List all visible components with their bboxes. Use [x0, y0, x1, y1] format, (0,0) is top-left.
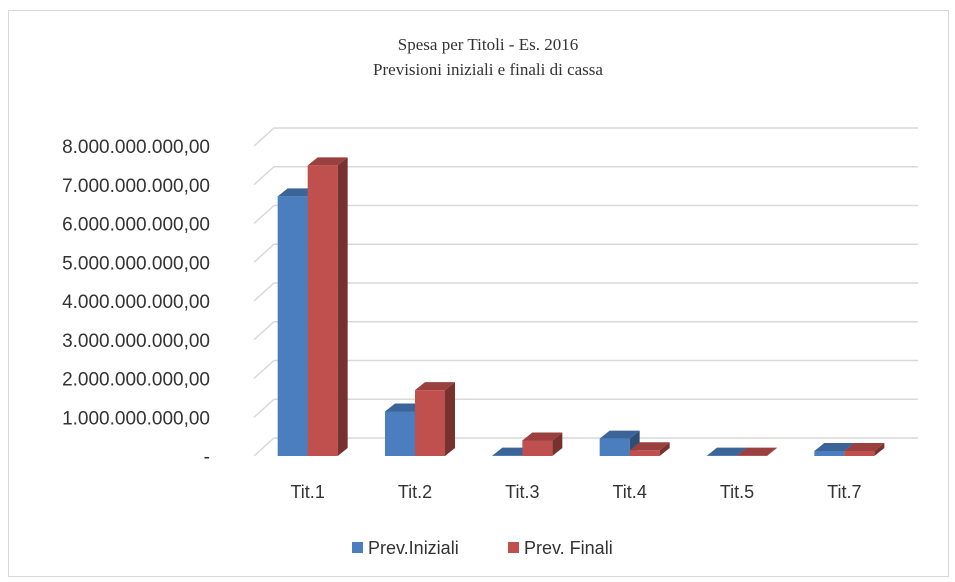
- bar-side: [874, 442, 885, 456]
- y-tick-label: 7.000.000.000,00: [62, 176, 210, 197]
- bar-top: [737, 447, 777, 456]
- chart-subtitle: Previsioni iniziali e finali di cassa: [373, 60, 603, 79]
- bar: [599, 438, 630, 456]
- bar: [844, 450, 875, 456]
- grid-line: [253, 398, 918, 418]
- bar-top: [844, 442, 885, 451]
- bar-side: [767, 447, 777, 456]
- bar-side: [445, 382, 455, 456]
- x-tick-label: Tit.3: [505, 482, 539, 502]
- bar-top: [307, 157, 348, 166]
- y-tick-label: 8.000.000.000,00: [62, 137, 210, 158]
- grid-line: [253, 166, 918, 186]
- bar-top: [814, 442, 855, 451]
- bar: [814, 450, 845, 456]
- chart-title: Spesa per Titoli - Es. 2016: [398, 35, 578, 54]
- y-tick-label: 6.000.000.000,00: [62, 215, 210, 236]
- grid-line: [253, 437, 918, 457]
- x-tick-label: Tit.4: [612, 482, 646, 502]
- x-tick-label: Tit.1: [290, 482, 324, 502]
- bar: [415, 390, 445, 456]
- bar: [277, 196, 308, 456]
- y-tick-label: 1.000.000.000,00: [62, 408, 210, 429]
- grid-line: [253, 359, 918, 380]
- x-tick-label: Tit.7: [827, 482, 861, 502]
- bar-top: [707, 447, 747, 456]
- grid-line: [253, 204, 918, 225]
- bar: [307, 165, 338, 456]
- chart-frame: [8, 10, 949, 577]
- y-tick-label: 2.000.000.000,00: [62, 370, 210, 391]
- bar-top: [522, 432, 563, 441]
- x-tick-label: Tit.2: [398, 482, 432, 502]
- bar-side: [552, 432, 563, 456]
- bar: [629, 450, 660, 456]
- y-tick-label: -: [204, 447, 210, 468]
- x-tick-label: Tit.5: [720, 482, 754, 502]
- bar: [522, 440, 553, 456]
- grid-line: [253, 243, 918, 263]
- y-tick-label: 5.000.000.000,00: [62, 253, 210, 274]
- bar-top: [415, 382, 455, 391]
- legend-label: Prev. Finali: [524, 538, 613, 558]
- legend-swatch: [352, 542, 363, 553]
- legend-label: Prev.Iniziali: [368, 538, 459, 558]
- bar-top: [629, 442, 670, 451]
- bar-top: [599, 430, 640, 439]
- grid-line: [253, 127, 918, 147]
- legend-swatch: [508, 542, 519, 553]
- bar-side: [659, 442, 670, 456]
- bar-side: [337, 157, 348, 456]
- y-tick-label: 4.000.000.000,00: [62, 292, 210, 313]
- grid-line: [253, 321, 918, 341]
- grid-line: [253, 282, 918, 302]
- y-tick-label: 3.000.000.000,00: [62, 331, 210, 352]
- bar: [385, 411, 415, 456]
